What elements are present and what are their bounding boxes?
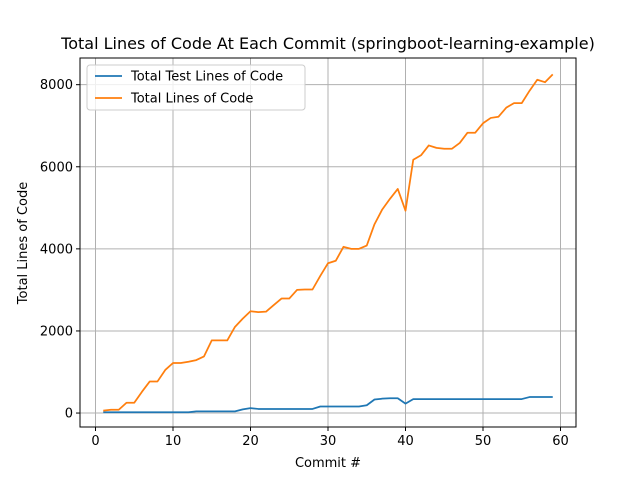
y-tick-label: 2000 xyxy=(40,324,73,339)
legend-label: Total Lines of Code xyxy=(130,92,253,107)
y-tick-label: 6000 xyxy=(40,160,73,175)
series-line-2 xyxy=(103,73,554,412)
x-tick-label: 10 xyxy=(165,434,182,449)
x-tick-label: 50 xyxy=(475,434,492,449)
y-tick-label: 8000 xyxy=(40,78,73,93)
legend: Total Test Lines of Code Total Lines of C… xyxy=(86,64,306,111)
x-tick-label: 20 xyxy=(242,434,259,449)
x-tick-label: 40 xyxy=(397,434,414,449)
x-tick-label: 30 xyxy=(320,434,337,449)
y-tick-label: 4000 xyxy=(40,242,73,257)
series-lines xyxy=(103,73,554,414)
x-tick-label: 60 xyxy=(552,434,569,449)
x-tick-label: 0 xyxy=(91,434,99,449)
y-tick-label: 0 xyxy=(65,407,73,422)
axis-ticks: 0 10 20 30 40 50 60 0 2000 4000 6000 8000 xyxy=(40,78,569,449)
series-line-1 xyxy=(103,396,553,414)
chart-title: Total Lines of Code At Each Commit (spri… xyxy=(60,34,595,53)
y-axis-label: Total Lines of Code xyxy=(16,182,31,305)
x-axis-label: Commit # xyxy=(295,456,361,471)
legend-label: Total Test Lines of Code xyxy=(130,70,283,85)
legend-box xyxy=(86,64,306,111)
